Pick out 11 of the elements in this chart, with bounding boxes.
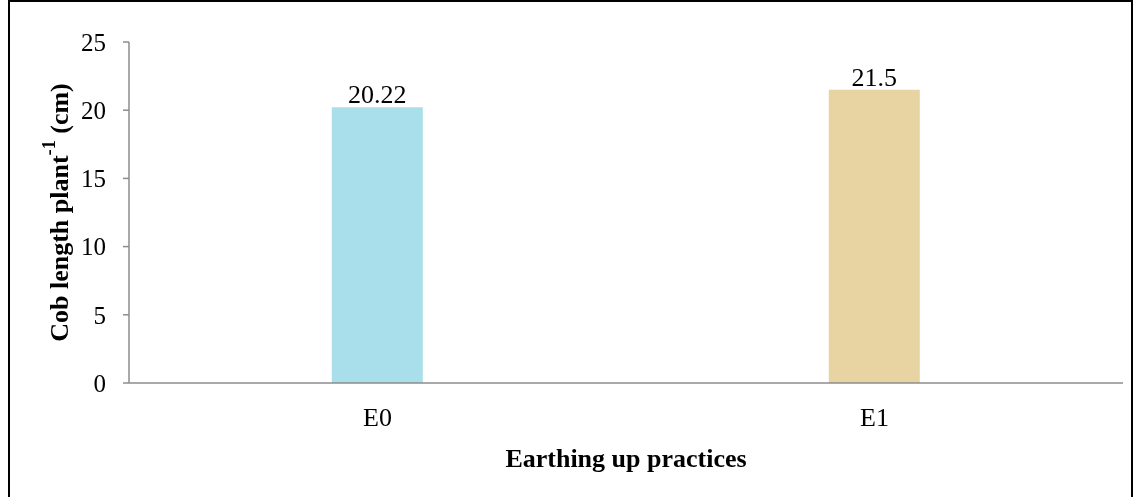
data-label: 20.22 — [348, 80, 407, 110]
y-tick-label: 15 — [81, 165, 106, 193]
y-tick-label: 20 — [81, 97, 106, 125]
x-tick-label: E1 — [860, 403, 889, 433]
data-label: 21.5 — [851, 62, 898, 92]
y-tick-label: 25 — [81, 28, 106, 56]
y-tick-label: 5 — [93, 301, 106, 329]
x-tick-label: E0 — [363, 403, 392, 433]
x-axis-title: Earthing up practices — [505, 443, 747, 472]
y-tick-label: 0 — [93, 369, 106, 397]
y-tick-label: 10 — [81, 233, 106, 261]
